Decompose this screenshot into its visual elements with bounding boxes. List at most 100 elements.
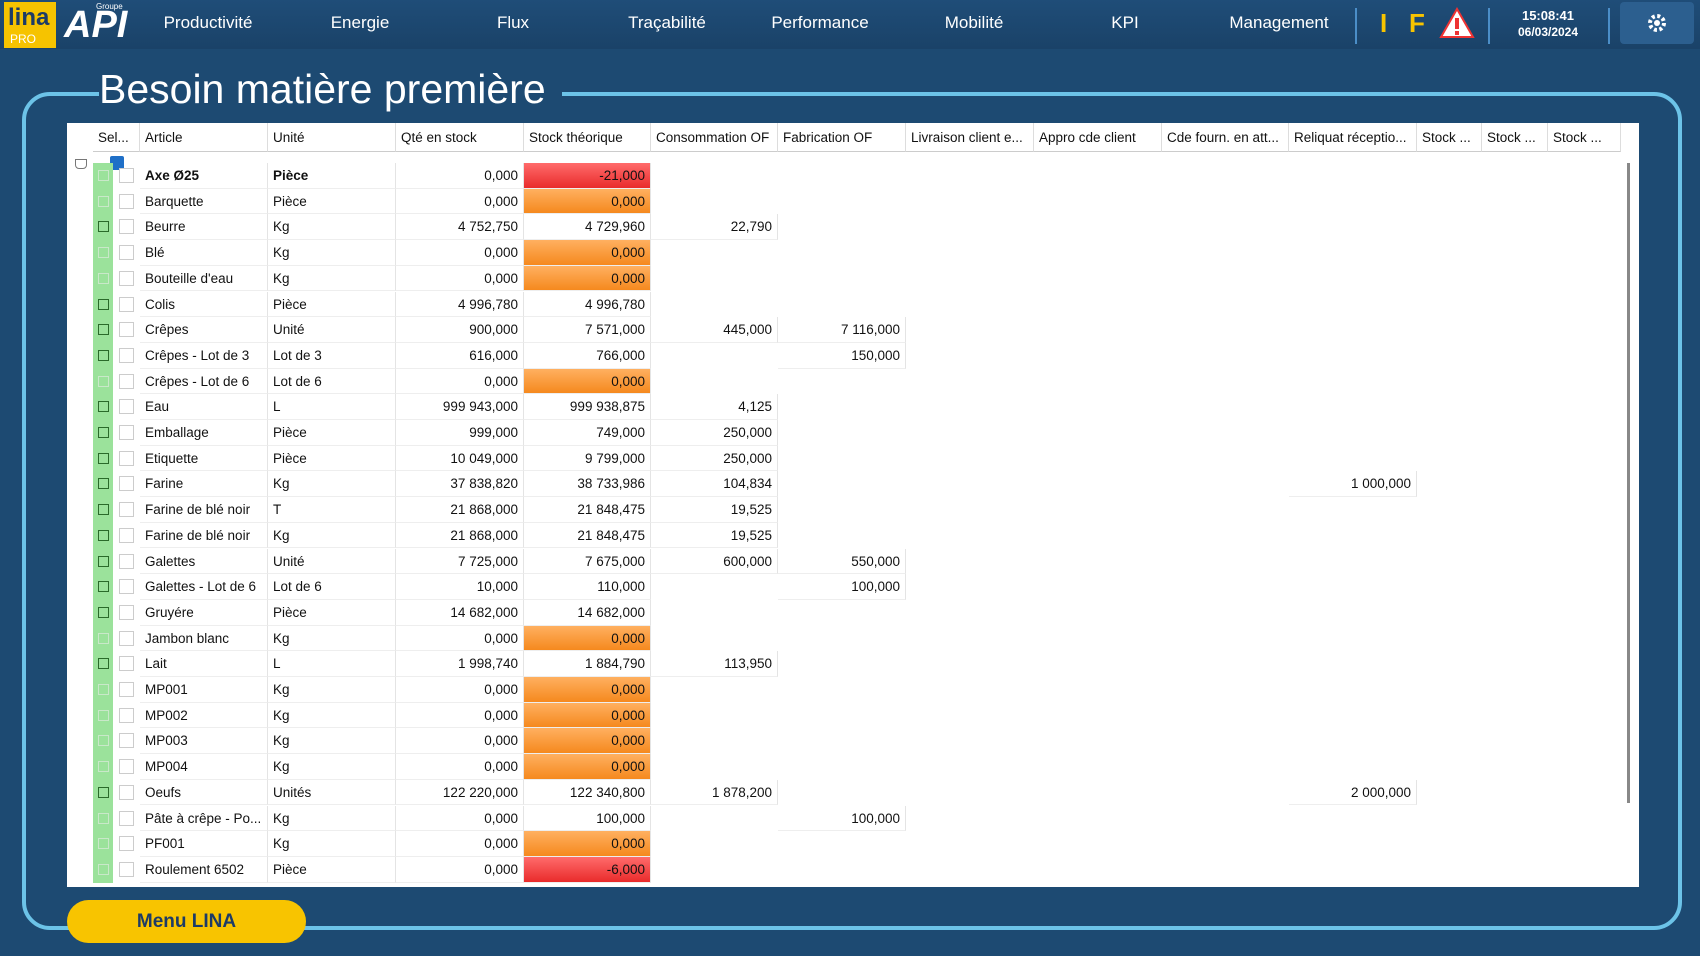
expand-toggle[interactable] xyxy=(98,606,109,618)
table-cell: Kg xyxy=(268,754,396,780)
row-checkbox[interactable] xyxy=(119,836,134,852)
settings-button[interactable] xyxy=(1620,2,1694,44)
expand-toggle[interactable] xyxy=(98,401,109,413)
column-header[interactable]: Sel... xyxy=(93,123,140,152)
column-header[interactable]: Qté en stock xyxy=(396,123,524,152)
table-cell: 14 682,000 xyxy=(524,599,651,626)
expand-toggle[interactable] xyxy=(98,581,109,593)
expand-toggle[interactable] xyxy=(98,478,109,490)
column-header[interactable]: Cde fourn. en att... xyxy=(1162,123,1289,152)
column-header[interactable]: Stock ... xyxy=(1482,123,1548,152)
expand-toggle[interactable] xyxy=(98,452,109,464)
column-header[interactable]: Unité xyxy=(268,123,396,152)
row-checkbox[interactable] xyxy=(119,270,134,286)
nav-item[interactable]: KPI xyxy=(1111,13,1139,32)
nav-item[interactable]: Performance xyxy=(771,13,869,32)
row-checkbox[interactable] xyxy=(119,450,134,466)
row-checkbox[interactable] xyxy=(119,322,134,338)
column-header[interactable]: Article xyxy=(140,123,268,152)
column-header[interactable]: Reliquat réceptio... xyxy=(1289,123,1417,152)
nav-item[interactable]: Energie xyxy=(330,13,390,32)
expand-toggle[interactable] xyxy=(98,427,109,438)
row-checkbox[interactable] xyxy=(119,656,134,672)
column-header[interactable]: Appro cde client xyxy=(1034,123,1162,152)
row-checkbox[interactable] xyxy=(119,861,134,877)
expand-toggle xyxy=(98,632,109,644)
table-cell: 749,000 xyxy=(524,420,651,446)
row-checkbox[interactable] xyxy=(119,347,134,363)
expand-toggle xyxy=(98,375,109,387)
row-checkbox[interactable] xyxy=(119,296,134,312)
icon-f[interactable]: F xyxy=(1409,8,1425,38)
column-header[interactable]: Fabrication OF xyxy=(778,123,906,152)
nav-item[interactable]: Flux xyxy=(496,13,530,32)
row-checkbox[interactable] xyxy=(119,425,134,440)
table-cell: Farine xyxy=(140,471,268,498)
expand-toggle xyxy=(98,272,109,284)
page-title: Besoin matière première xyxy=(99,66,562,113)
warning-icon[interactable] xyxy=(1439,7,1475,39)
icon-i[interactable]: I xyxy=(1380,8,1388,38)
expand-toggle xyxy=(98,684,109,695)
expand-toggle[interactable] xyxy=(98,529,109,541)
time: 15:08:41 xyxy=(1521,8,1575,23)
table-cell: 0,000 xyxy=(524,265,651,292)
row-checkbox[interactable] xyxy=(119,219,134,235)
row-checkbox[interactable] xyxy=(119,527,134,543)
row-checkbox[interactable] xyxy=(119,553,134,569)
column-header[interactable]: Livraison client e... xyxy=(906,123,1034,152)
expand-toggle[interactable] xyxy=(98,555,109,567)
row-checkbox[interactable] xyxy=(119,476,134,492)
row-checkbox[interactable] xyxy=(119,759,134,775)
row-checkbox[interactable] xyxy=(119,502,134,518)
row-checkbox[interactable] xyxy=(119,245,134,261)
table-cell: Kg xyxy=(268,677,396,703)
expand-toggle[interactable] xyxy=(98,786,109,798)
expand-toggle xyxy=(98,838,109,850)
row-checkbox[interactable] xyxy=(119,810,134,826)
expand-toggle[interactable] xyxy=(98,658,109,670)
row-checkbox[interactable] xyxy=(119,682,134,697)
nav-item[interactable]: Mobilité xyxy=(944,13,1004,32)
row-checkbox[interactable] xyxy=(119,630,134,646)
filter-icon[interactable] xyxy=(75,159,87,169)
table-cell: 0,000 xyxy=(524,188,651,215)
nav-item[interactable]: Productivité xyxy=(163,13,253,32)
logo-text: PRO xyxy=(10,32,37,46)
table-cell: 0,000 xyxy=(524,240,651,266)
table-cell: Eau xyxy=(140,394,268,420)
row-checkbox[interactable] xyxy=(119,707,134,723)
nav-item[interactable]: Management xyxy=(1229,13,1329,32)
nav-item[interactable]: Traçabilité xyxy=(628,13,706,32)
divider xyxy=(1355,8,1357,44)
row-checkbox[interactable] xyxy=(119,399,134,415)
column-header[interactable]: Stock ... xyxy=(1417,123,1482,152)
column-header[interactable]: Consommation OF xyxy=(651,123,778,152)
menu-button[interactable]: Menu LINA xyxy=(67,900,306,943)
expand-toggle[interactable] xyxy=(98,349,109,361)
table-cell: 1 878,200 xyxy=(651,779,778,806)
table-cell: 0,000 xyxy=(396,677,524,703)
table-cell: 900,000 xyxy=(396,317,524,343)
row-checkbox[interactable] xyxy=(119,168,134,183)
table-cell: PF001 xyxy=(140,831,268,857)
row-checkbox[interactable] xyxy=(119,579,134,595)
row-checkbox[interactable] xyxy=(119,373,134,389)
expand-toggle[interactable] xyxy=(98,324,109,336)
expand-toggle[interactable] xyxy=(98,298,109,310)
expand-toggle xyxy=(98,247,109,259)
row-checkbox[interactable] xyxy=(119,193,134,209)
row-checkbox[interactable] xyxy=(119,604,134,620)
select-all[interactable] xyxy=(110,156,124,170)
scrollbar[interactable] xyxy=(1627,163,1630,803)
expand-toggle[interactable] xyxy=(98,504,109,516)
column-header[interactable]: Stock théorique xyxy=(524,123,651,152)
row-checkbox[interactable] xyxy=(119,784,134,800)
row-checkbox[interactable] xyxy=(119,733,134,749)
table-cell: Galettes xyxy=(140,548,268,575)
expand-toggle[interactable] xyxy=(98,221,109,233)
column-header[interactable]: Stock ... xyxy=(1548,123,1621,152)
table-cell: 0,000 xyxy=(524,754,651,780)
table-cell: 600,000 xyxy=(651,548,778,575)
